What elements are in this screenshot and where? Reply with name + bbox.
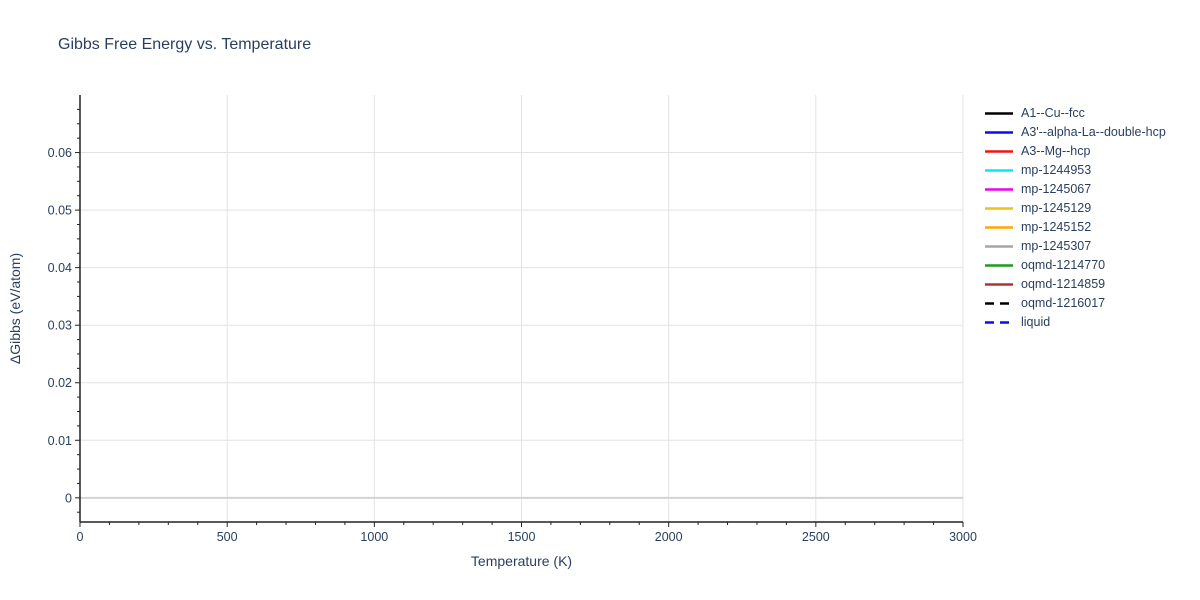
legend-item[interactable]: oqmd-1214859 — [984, 275, 1166, 294]
legend-line-swatch — [985, 131, 1013, 134]
x-tick-label: 500 — [217, 530, 238, 544]
legend-item[interactable]: mp-1245307 — [984, 237, 1166, 256]
legend-item[interactable]: A3'--alpha-La--double-hcp — [984, 123, 1166, 142]
x-tick-label: 0 — [77, 530, 84, 544]
y-tick-label: 0 — [65, 491, 72, 505]
legend-item[interactable]: mp-1244953 — [984, 161, 1166, 180]
legend-line-swatch — [985, 169, 1013, 172]
x-tick-label: 3000 — [949, 530, 977, 544]
legend-label: oqmd-1214859 — [1021, 277, 1106, 291]
legend-label: mp-1245067 — [1021, 182, 1092, 196]
legend-label: mp-1245129 — [1021, 201, 1092, 215]
legend-line-swatch — [985, 207, 1013, 210]
legend-line-swatch — [985, 321, 1013, 324]
legend-item[interactable]: mp-1245152 — [984, 218, 1166, 237]
legend-label: A3--Mg--hcp — [1021, 144, 1091, 158]
y-tick-label: 0.03 — [48, 319, 72, 333]
legend-label: A1--Cu--fcc — [1021, 106, 1085, 120]
legend-line-swatch — [985, 302, 1013, 305]
x-tick-label: 1500 — [508, 530, 536, 544]
legend-line-swatch — [985, 245, 1013, 248]
legend-label: A3'--alpha-La--double-hcp — [1021, 125, 1166, 139]
y-tick-label: 0.05 — [48, 204, 72, 218]
y-tick-label: 0.06 — [48, 146, 72, 160]
legend-line-swatch — [985, 150, 1013, 153]
legend-item[interactable]: oqmd-1214770 — [984, 256, 1166, 275]
x-tick-label: 2500 — [802, 530, 830, 544]
legend: A1--Cu--fcc A3'--alpha-La--double-hcp A3--… — [984, 104, 1166, 332]
legend-item[interactable]: mp-1245067 — [984, 180, 1166, 199]
legend-label: mp-1245152 — [1021, 220, 1092, 234]
legend-line-swatch — [985, 226, 1013, 229]
legend-line-swatch — [985, 264, 1013, 267]
y-tick-label: 0.04 — [48, 261, 72, 275]
y-axis-title: ΔGibbs (eV/atom) — [7, 253, 23, 364]
legend-item[interactable]: A1--Cu--fcc — [984, 104, 1166, 123]
legend-line-swatch — [985, 188, 1013, 191]
legend-label: liquid — [1021, 315, 1051, 329]
x-axis-title: Temperature (K) — [471, 553, 572, 569]
y-tick-label: 0.01 — [48, 434, 72, 448]
legend-line-swatch — [985, 112, 1013, 115]
chart-title: Gibbs Free Energy vs. Temperature — [58, 36, 312, 53]
x-tick-label: 1000 — [360, 530, 388, 544]
legend-label: oqmd-1214770 — [1021, 258, 1106, 272]
legend-label: mp-1244953 — [1021, 163, 1092, 177]
legend-item[interactable]: A3--Mg--hcp — [984, 142, 1166, 161]
y-tick-label: 0.02 — [48, 376, 72, 390]
legend-item[interactable]: mp-1245129 — [984, 199, 1166, 218]
x-tick-label: 2000 — [655, 530, 683, 544]
legend-item[interactable]: liquid — [984, 313, 1166, 332]
legend-label: oqmd-1216017 — [1021, 296, 1106, 310]
legend-item[interactable]: oqmd-1216017 — [984, 294, 1166, 313]
legend-label: mp-1245307 — [1021, 239, 1092, 253]
legend-line-swatch — [985, 283, 1013, 286]
